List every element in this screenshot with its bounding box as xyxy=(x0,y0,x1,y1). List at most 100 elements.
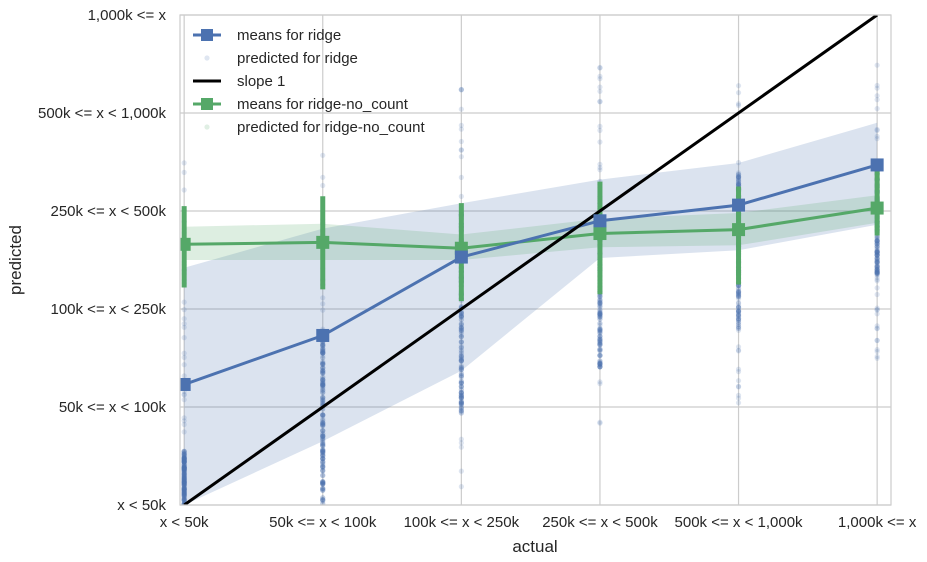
ridge-point xyxy=(597,76,603,82)
y-tick-labels: x < 50k 50k <= x < 100k 100k <= x < 250k 25… xyxy=(38,7,167,514)
ridge-point xyxy=(458,106,464,112)
ridge-point xyxy=(597,314,603,320)
ridge-point xyxy=(181,160,187,166)
ridge-point xyxy=(181,457,187,463)
legend-label: predicted for ridge-no_count xyxy=(237,119,425,136)
ridge-point xyxy=(458,484,464,490)
ridge-point xyxy=(181,469,187,475)
ridge-point xyxy=(458,314,464,320)
ridge-point xyxy=(320,343,326,349)
ridge-point xyxy=(735,369,742,375)
ridge-point xyxy=(320,431,326,437)
ridge-point xyxy=(320,443,326,449)
ridge-point xyxy=(874,136,880,142)
ridge-point xyxy=(597,333,603,339)
ridge-point xyxy=(597,342,603,348)
ridge-point xyxy=(597,316,603,322)
ridge-point xyxy=(181,450,187,456)
y-tick-label: 1,000k <= x xyxy=(88,7,167,24)
ridge-point xyxy=(320,448,326,454)
ridge-point xyxy=(181,480,187,487)
ridge-point xyxy=(320,174,326,180)
ridge-point xyxy=(458,358,464,364)
ridge-point xyxy=(320,383,326,389)
ridge-point xyxy=(320,397,326,403)
ridge-point xyxy=(181,488,187,494)
ridge-point xyxy=(181,482,187,488)
ridge-point xyxy=(181,497,187,503)
ridge-point xyxy=(320,501,326,505)
ridge-point xyxy=(181,461,187,467)
ridge-mean-marker xyxy=(316,328,330,342)
ridge-point xyxy=(320,381,326,388)
ridge-point xyxy=(181,475,187,481)
ridge-no-count-mean-marker xyxy=(732,223,746,237)
ridge-point xyxy=(320,481,326,487)
ridge-point xyxy=(874,268,880,274)
ridge-point xyxy=(181,466,187,472)
ridge-point xyxy=(181,354,187,360)
ridge-point xyxy=(181,481,187,487)
ridge-point xyxy=(181,478,187,484)
ridge-point xyxy=(458,370,464,377)
ridge-point xyxy=(597,341,603,347)
ridge-point xyxy=(181,467,187,473)
ridge-point xyxy=(735,378,742,384)
ridge-point xyxy=(320,447,326,453)
ridge-point xyxy=(597,360,603,366)
ridge-point xyxy=(458,389,464,395)
ridge-point xyxy=(458,353,464,359)
ridge-point xyxy=(320,346,326,352)
ridge-point xyxy=(181,463,187,469)
ridge-point xyxy=(735,101,742,107)
ridge-point xyxy=(874,252,880,258)
ridge-point xyxy=(181,418,187,424)
ridge-point xyxy=(320,481,326,487)
ridge-point xyxy=(735,289,742,295)
ridge-point xyxy=(320,395,326,401)
ridge-point xyxy=(181,469,187,475)
ridge-point xyxy=(181,169,187,175)
ridge-point xyxy=(874,252,880,258)
ridge-point xyxy=(181,478,187,485)
ridge-point xyxy=(874,269,880,275)
ridge-point xyxy=(735,160,742,166)
ridge-point xyxy=(320,350,326,356)
ridge-point xyxy=(320,350,326,356)
ridge-point xyxy=(320,348,326,354)
ridge-point xyxy=(320,472,326,478)
ridge-point xyxy=(320,361,326,367)
ridge-point xyxy=(458,350,464,356)
plot-border xyxy=(179,14,892,506)
legend-label: slope 1 xyxy=(237,73,285,90)
legend-swatch-dot xyxy=(204,124,210,130)
ridge-point xyxy=(458,147,464,153)
ridge-point xyxy=(874,250,880,256)
ridge-point xyxy=(181,491,187,497)
ridge-point xyxy=(735,395,742,401)
ridge-point xyxy=(181,461,187,467)
ridge-point xyxy=(458,392,464,398)
ridge-point xyxy=(181,472,187,478)
ridge-point xyxy=(735,174,742,180)
ridge-point xyxy=(320,453,326,459)
ridge-point xyxy=(735,347,742,353)
ridge-point xyxy=(181,454,187,460)
ridge-point xyxy=(320,479,326,485)
ridge-point xyxy=(458,333,464,339)
ridge-point xyxy=(181,464,187,470)
x-tick-labels: x < 50k 50k <= x < 100k 100k <= x < 250k 25… xyxy=(160,514,917,531)
ridge-no-count-mean-marker xyxy=(180,237,191,251)
ridge-point xyxy=(874,248,880,254)
ridge-point xyxy=(597,359,603,365)
ridge-point xyxy=(458,344,464,350)
ridge-point xyxy=(320,416,326,422)
ridge-point xyxy=(181,480,187,486)
ridge-point xyxy=(458,384,464,390)
ridge-point xyxy=(458,355,464,361)
ridge-point xyxy=(874,266,880,273)
ridge-point xyxy=(181,488,187,494)
ridge-point xyxy=(320,485,326,491)
ridge-point xyxy=(735,292,742,298)
ridge-point xyxy=(597,300,603,306)
